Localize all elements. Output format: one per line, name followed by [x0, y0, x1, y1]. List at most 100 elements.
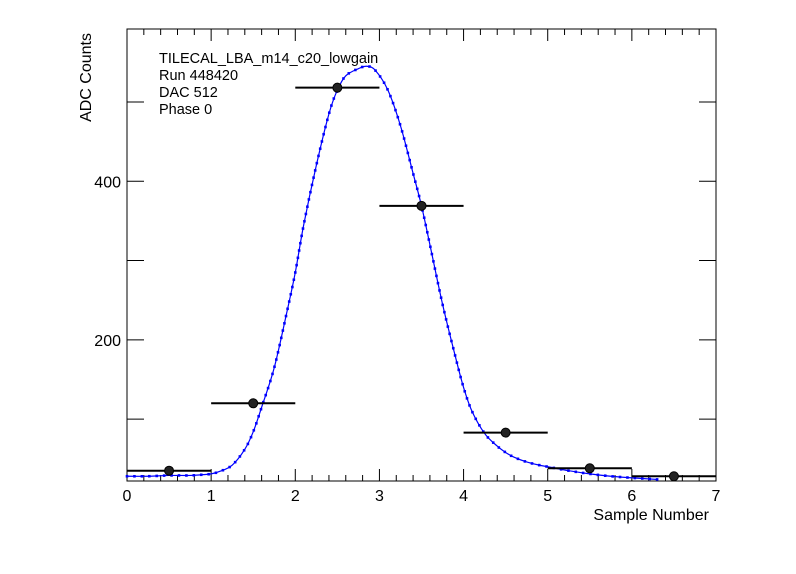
data-point: [164, 465, 175, 476]
x-tick-label: 3: [375, 488, 384, 505]
fit-sample-marker: [140, 474, 144, 478]
fit-sample-marker: [626, 476, 629, 479]
fit-sample-marker: [482, 430, 485, 433]
x-tick-label: 2: [291, 488, 300, 505]
fit-sample-marker: [264, 393, 268, 397]
fit-sample-marker: [448, 332, 451, 336]
fit-sample-marker: [304, 212, 308, 216]
fit-sample-marker: [559, 468, 563, 471]
fit-sample-marker: [287, 300, 291, 303]
fit-curve-layer: [125, 65, 659, 481]
fit-sample-marker: [378, 75, 382, 78]
fit-sample-marker: [207, 472, 210, 476]
fit-sample-marker: [491, 441, 495, 444]
fit-sample-marker: [274, 358, 278, 361]
fit-sample-marker: [432, 260, 435, 263]
fit-sample-marker: [228, 465, 231, 469]
fit-sample-marker: [155, 474, 159, 478]
fit-sample-marker: [301, 227, 305, 230]
fit-sample-marker: [315, 161, 319, 165]
fit-sample-marker: [170, 474, 173, 477]
data-points-layer: [127, 82, 716, 482]
fit-sample-marker: [320, 140, 324, 143]
fit-sample-marker: [400, 130, 404, 133]
fit-sample-marker: [276, 351, 280, 354]
y-axis-label: ADC Counts: [78, 33, 95, 122]
fit-sample-marker: [386, 88, 389, 91]
data-point: [416, 200, 427, 211]
fit-sample-marker: [281, 329, 285, 332]
fit-sample-marker: [342, 77, 345, 80]
fit-sample-marker: [300, 234, 303, 238]
fit-sample-marker: [233, 460, 237, 464]
fit-sample-marker: [360, 65, 364, 69]
fit-sample-marker: [242, 449, 246, 452]
fit-sample-marker: [327, 111, 331, 114]
fit-sample-marker: [497, 446, 501, 449]
fit-sample-marker: [249, 435, 253, 439]
fit-sample-marker: [185, 474, 188, 477]
fit-sample-marker: [530, 462, 534, 465]
data-point: [248, 398, 259, 409]
y-tick-label: 200: [94, 333, 121, 350]
fit-sample-marker: [589, 472, 592, 476]
fit-sample-marker: [312, 176, 315, 179]
fit-sample-marker: [446, 325, 450, 328]
x-tick-label: 4: [459, 488, 468, 505]
fit-sample-marker: [289, 292, 293, 296]
data-point: [332, 82, 343, 93]
fit-sample-marker: [443, 310, 446, 314]
fit-sample-marker: [271, 372, 274, 376]
fit-sample-marker: [633, 476, 637, 480]
fit-sample-marker: [259, 407, 263, 411]
fit-sample-marker: [430, 252, 434, 256]
fit-sample-marker: [177, 474, 181, 477]
fit-sample-marker: [303, 219, 306, 223]
fit-sample-marker: [486, 436, 490, 439]
fit-sample-marker: [269, 379, 272, 383]
fit-sample-marker: [296, 256, 300, 260]
fit-sample-marker: [412, 173, 415, 176]
fit-sample-marker: [438, 289, 441, 292]
fit-sample-marker: [291, 285, 294, 289]
fit-sample-marker: [398, 122, 402, 126]
fit-sample-marker: [414, 180, 417, 183]
fit-sample-marker: [255, 422, 258, 425]
fit-sample-marker: [410, 166, 413, 169]
fit-sample-marker: [655, 478, 659, 481]
fit-sample-marker: [133, 474, 136, 478]
fit-sample-marker: [322, 132, 325, 136]
fit-sample-marker: [478, 424, 481, 427]
fit-sample-marker: [516, 457, 520, 461]
fit-sample-marker: [537, 463, 541, 467]
fit-sample-marker: [618, 475, 622, 479]
y-tick-label: 400: [94, 174, 121, 191]
fit-sample-marker: [465, 397, 469, 400]
fit-sample-marker: [427, 238, 431, 241]
fit-sample-marker: [424, 223, 428, 227]
fit-sample-marker: [307, 198, 311, 201]
fit-sample-marker: [408, 158, 411, 162]
fit-sample-marker: [567, 469, 570, 472]
fit-sample-marker: [306, 205, 309, 209]
fit-sample-marker: [404, 144, 408, 148]
x-tick-label: 6: [627, 488, 636, 505]
fit-sample-marker: [221, 468, 225, 472]
fit-sample-marker: [192, 474, 196, 477]
fit-sample-marker: [394, 108, 397, 112]
fit-sample-marker: [273, 365, 276, 369]
fit-sample-marker: [238, 455, 242, 458]
fit-sample-marker: [468, 404, 471, 407]
annotation-dac: DAC 512: [159, 85, 218, 101]
fit-sample-marker: [648, 477, 651, 481]
fit-sample-marker: [214, 471, 218, 475]
y-axis-ticks: 200 400: [94, 101, 716, 420]
fit-sample-marker: [252, 429, 256, 432]
fit-sample-marker: [581, 471, 585, 475]
fit-sample-marker: [354, 68, 357, 72]
fit-sample-marker: [297, 249, 301, 252]
x-axis-label: Sample Number: [593, 507, 709, 524]
fit-sample-marker: [450, 339, 453, 343]
fit-sample-marker: [293, 271, 297, 274]
